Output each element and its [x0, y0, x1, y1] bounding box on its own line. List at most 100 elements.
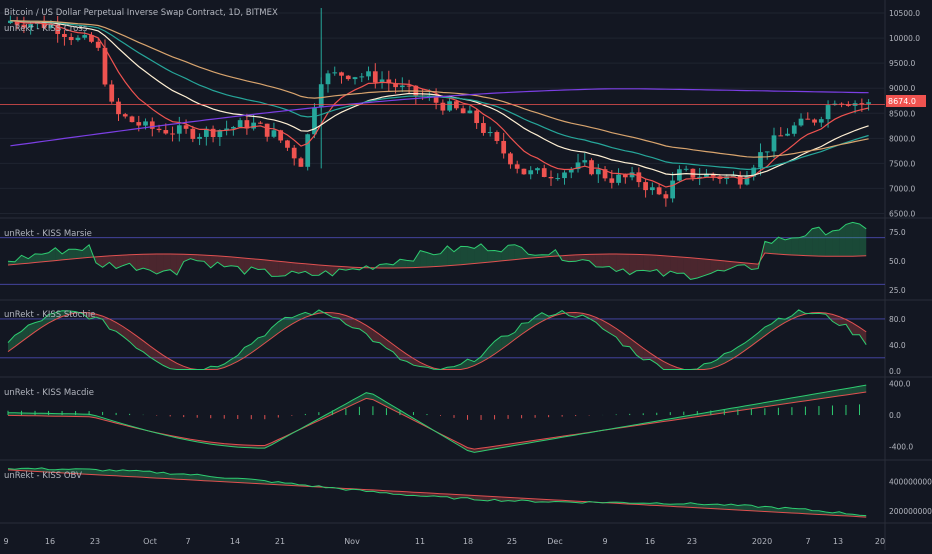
oscillator-fill	[643, 255, 650, 272]
price-tick-label: 9000.0	[889, 84, 915, 93]
overlay-title: unRekt - KISS Cross	[4, 24, 88, 34]
candle-body	[116, 102, 121, 115]
candle-body	[758, 152, 763, 167]
oscillator-fill	[799, 236, 806, 256]
candle-body	[292, 148, 297, 159]
indicator-tick-label: 75.0	[889, 228, 906, 237]
candle-body	[859, 103, 864, 104]
candle-body	[582, 160, 587, 162]
price-tick-label: 10500.0	[889, 9, 920, 18]
oscillator-fill	[832, 230, 839, 256]
candle-body	[353, 77, 358, 79]
candle-body	[609, 178, 614, 182]
oscillator-fill	[792, 238, 799, 256]
macdie-title: unRekt - KISS Macdie	[4, 388, 94, 398]
candle-body	[150, 121, 155, 128]
time-tick-label: 11	[415, 537, 425, 546]
oscillator-fill	[468, 247, 475, 264]
candle-body	[461, 108, 466, 113]
candle-body	[765, 151, 770, 152]
candle-body	[677, 169, 682, 180]
candle-body	[177, 125, 182, 133]
candle-body	[143, 121, 148, 125]
oscillator-fill	[163, 254, 170, 271]
oscillator-fill	[785, 238, 792, 255]
candle-body	[549, 177, 554, 178]
time-tick-label: 16	[645, 537, 655, 546]
candle-body	[474, 111, 479, 123]
candle-body	[123, 114, 128, 116]
oscillator-fill	[35, 254, 42, 263]
candle-body	[515, 164, 520, 168]
oscillator-fill	[278, 261, 285, 276]
time-tick-label: 21	[275, 537, 285, 546]
candle-body	[812, 120, 817, 123]
candle-body	[623, 175, 628, 178]
time-tick-label: 16	[45, 537, 55, 546]
candle-body	[407, 86, 412, 87]
obv-title: unRekt - KISS OBV	[4, 471, 82, 481]
time-tick-label: Nov	[344, 537, 360, 546]
oscillator-fill	[272, 261, 279, 277]
candle-body	[62, 34, 67, 37]
candle-body	[542, 168, 547, 177]
candle-body	[785, 134, 790, 136]
candle-body	[650, 187, 655, 190]
oscillator-fill	[650, 255, 657, 271]
oscillator-fill	[488, 250, 495, 262]
time-tick-label: 14	[230, 537, 240, 546]
time-tick-label: 7	[185, 537, 190, 546]
candle-body	[481, 123, 486, 133]
oscillator-fill	[231, 257, 238, 267]
time-tick-label: 20	[875, 537, 885, 546]
candle-body	[400, 86, 405, 88]
candle-body	[190, 129, 195, 139]
candle-body	[258, 123, 263, 124]
indicator-tick-label: 0.0	[889, 367, 901, 376]
stochie-title: unRekt - KISS Stochie	[4, 310, 95, 320]
candle-body	[535, 168, 540, 170]
oscillator-fill	[670, 256, 677, 273]
oscillator-fill	[130, 470, 137, 477]
time-tick-label: 7	[805, 537, 810, 546]
indicator-tick-label: 40.0	[889, 341, 906, 350]
candle-body	[501, 141, 506, 153]
time-tick-label: 23	[687, 537, 697, 546]
oscillator-fill	[677, 257, 684, 274]
candle-body	[866, 102, 871, 104]
candle-body	[69, 37, 74, 40]
candle-body	[136, 122, 141, 125]
candle-body	[170, 133, 175, 134]
oscillator-fill	[177, 474, 184, 480]
price-tag: 8674.0	[888, 97, 916, 106]
candle-body	[555, 178, 560, 179]
candle-body	[792, 125, 797, 133]
oscillator-fill	[697, 258, 704, 278]
candle-body	[636, 172, 641, 182]
candle-body	[285, 140, 290, 147]
price-tick-label: 7000.0	[889, 184, 915, 193]
indicator-tick-label: 25.0	[889, 286, 906, 295]
time-tick-label: 25	[507, 537, 517, 546]
symbol-title: Bitcoin / US Dollar Perpetual Inverse Sw…	[4, 8, 278, 18]
price-tick-label: 6500.0	[889, 209, 915, 218]
oscillator-fill	[495, 250, 502, 261]
candle-body	[339, 72, 344, 75]
time-tick-label: 23	[90, 537, 100, 546]
oscillator-fill	[143, 254, 150, 270]
oscillator-fill	[312, 264, 319, 275]
indicator-tick-label: 0.0	[889, 411, 901, 420]
candle-body	[265, 124, 270, 137]
candle-body	[332, 72, 337, 73]
candle-body	[508, 153, 513, 164]
oscillator-fill	[596, 254, 603, 267]
candle-body	[305, 134, 310, 167]
candle-body	[238, 120, 243, 127]
candle-body	[691, 169, 696, 178]
indicator-tick-label: 4000000000.0	[889, 478, 932, 487]
oscillator-fill	[603, 254, 610, 267]
candle-body	[657, 187, 662, 194]
candle-body	[684, 169, 689, 170]
